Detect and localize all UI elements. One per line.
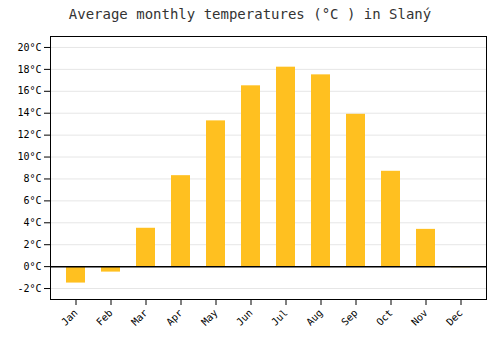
svg-text:18°C: 18°C [17,64,41,75]
svg-text:Jan: Jan [59,307,80,328]
svg-text:Sep: Sep [339,307,360,328]
html-text:Average monthly temperatures (: Average monthly temperatures (°C ) in Sl… [68,6,432,22]
svg-text:Oct: Oct [374,307,395,328]
svg-text:2°C: 2°C [23,239,41,250]
svg-text:Jun: Jun [234,307,255,328]
svg-text:Nov: Nov [409,307,430,328]
svg-text:-2°C: -2°C [17,283,41,294]
svg-text:Feb: Feb [94,307,115,328]
svg-text:May: May [199,307,220,328]
svg-text:12°C: 12°C [17,129,41,140]
svg-text:Aug: Aug [304,307,325,328]
svg-text:14°C: 14°C [17,107,41,118]
svg-text:6°C: 6°C [23,195,41,206]
svg-text:Jul: Jul [269,307,290,328]
svg-text:8°C: 8°C [23,173,41,184]
svg-text:16°C: 16°C [17,85,41,96]
svg-text:0°C: 0°C [23,261,41,272]
svg-text:20°C: 20°C [17,42,41,53]
svg-text:10°C: 10°C [17,151,41,162]
svg-text:4°C: 4°C [23,217,41,228]
svg-text:Mar: Mar [129,307,150,328]
svg-text:Dec: Dec [444,307,465,328]
svg-text:Apr: Apr [164,307,185,328]
